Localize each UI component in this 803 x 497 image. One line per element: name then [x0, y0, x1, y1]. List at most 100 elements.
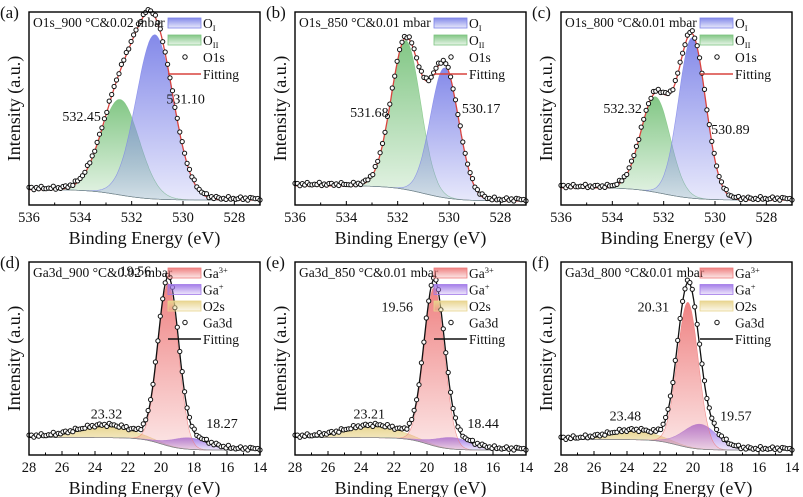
peak-area-o-ii [295, 40, 526, 202]
legend-swatch [699, 34, 734, 46]
peak-annotation: 532.32 [603, 102, 642, 117]
data-point [714, 163, 720, 169]
data-point [414, 55, 420, 61]
x-tick-label: 18 [453, 460, 468, 476]
legend-o1s: O1s [714, 50, 757, 65]
data-point [723, 187, 729, 193]
x-tick-label: 26 [321, 460, 336, 476]
data-point [631, 152, 637, 159]
data-point [709, 138, 715, 144]
legend-label: Ga+ [735, 282, 756, 298]
data-point [704, 107, 710, 113]
data-point [426, 78, 432, 84]
legend-label: OII [203, 33, 219, 50]
peak-annotation: 19.56 [120, 264, 152, 279]
data-point [165, 61, 171, 67]
data-point [682, 42, 688, 48]
legend-label: Fitting [469, 332, 505, 347]
x-tick-label: 528 [223, 210, 245, 226]
legend-label: O1s [735, 50, 757, 65]
peak-annotation: 19.57 [720, 409, 752, 424]
y-axis-title: Intensity (a.u.) [270, 56, 291, 161]
data-point [670, 379, 676, 386]
panel-f: (f) 28 26 24 22 20 18 16 14 Binding Energy (eV) In… [532, 253, 800, 497]
data-point [428, 282, 434, 288]
data-point [409, 416, 415, 423]
x-tick-label: 532 [387, 210, 409, 226]
data-point [443, 61, 449, 67]
data-point [418, 68, 424, 74]
y-axis-title: Intensity (a.u.) [270, 306, 291, 411]
legend-ga3-: Ga3+ [167, 265, 228, 281]
data-point [440, 57, 446, 63]
legend-swatch [167, 34, 202, 46]
legend-subscript: II [745, 40, 751, 50]
data-point [469, 176, 476, 182]
data-point [665, 406, 671, 412]
data-point [382, 129, 388, 135]
data-point [658, 426, 664, 433]
data-point [131, 32, 137, 38]
y-axis-title: Intensity (a.u.) [536, 56, 557, 161]
data-point [445, 369, 451, 376]
data-point [460, 139, 466, 145]
legend-subscript: II [213, 40, 219, 50]
legend-label: Ga3d [469, 316, 498, 331]
x-tick-label: 532 [653, 210, 675, 226]
data-point [394, 58, 400, 64]
data-point [126, 46, 132, 52]
data-point [128, 38, 134, 45]
data-point [177, 348, 183, 355]
data-point [182, 389, 188, 395]
legend-oii: OII [167, 33, 219, 50]
legend-label: Fitting [203, 67, 239, 82]
data-point [633, 143, 640, 149]
legend-swatch [433, 300, 468, 312]
panel-label: (c) [532, 3, 551, 22]
data-point [445, 64, 451, 70]
x-tick-label: 18 [187, 460, 202, 476]
data-point [675, 337, 681, 343]
panel-label: (f) [532, 253, 549, 272]
legend-o1s: O1s [448, 50, 491, 65]
data-point [711, 420, 717, 426]
data-markers [292, 33, 529, 204]
data-point [462, 150, 468, 156]
panel-title: O1s_850 °C&0.01 mbar [299, 15, 431, 30]
data-point [148, 397, 154, 403]
x-tick-label: 530 [438, 210, 460, 226]
data-point [392, 73, 398, 79]
data-point [379, 140, 386, 147]
data-point [687, 280, 693, 286]
data-point [694, 43, 700, 49]
data-markers [558, 28, 795, 203]
peak-annotation: 18.27 [206, 417, 238, 432]
legend-label: Ga3+ [735, 265, 760, 281]
data-point [602, 432, 608, 438]
x-axis-title: Binding Energy (eV) [335, 228, 487, 249]
legend-label: Fitting [735, 332, 771, 347]
x-tick-label: 16 [486, 460, 501, 476]
data-point [150, 381, 156, 387]
legend-fitting: Fitting [700, 67, 771, 82]
panel-label: (b) [266, 3, 286, 22]
data-point [624, 171, 630, 178]
data-point [179, 369, 185, 375]
legend-marker [714, 54, 720, 60]
x-tick-label: 532 [121, 210, 143, 226]
data-point [336, 429, 342, 435]
legend-ga3d: Ga3d [714, 316, 764, 331]
peak-annotation: 532.45 [62, 110, 101, 125]
legend-marker [448, 54, 454, 60]
panel-label: (e) [266, 253, 285, 272]
legend-marker [182, 54, 188, 60]
legend-swatch [699, 17, 734, 29]
data-point [452, 97, 459, 103]
data-point [191, 177, 197, 183]
legend-label: Ga3+ [469, 265, 494, 281]
data-point [660, 421, 666, 427]
